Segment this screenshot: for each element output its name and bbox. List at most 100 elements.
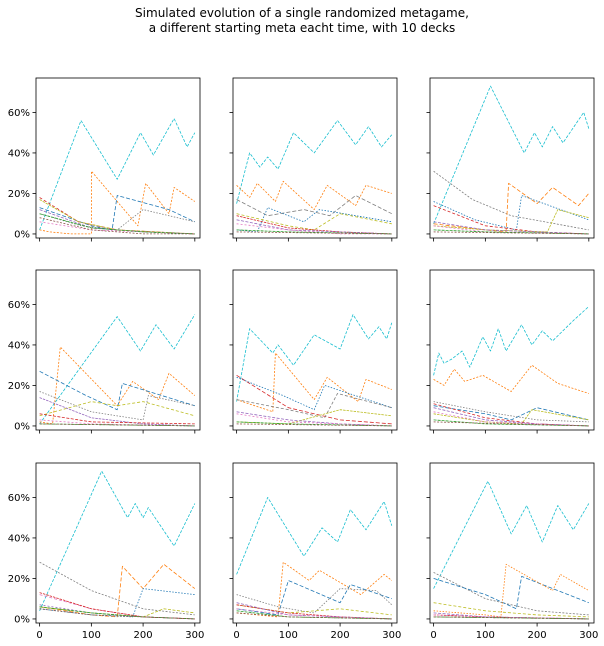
series-line — [236, 352, 392, 413]
series-line — [236, 207, 392, 233]
series-line — [39, 209, 195, 231]
series-line — [433, 364, 589, 394]
subplot-2-3 — [426, 269, 595, 434]
figure-title: Simulated evolution of a single randomiz… — [0, 6, 604, 36]
series-line — [236, 602, 392, 620]
series-line — [39, 209, 195, 235]
series-line — [433, 421, 589, 427]
series-line — [236, 374, 392, 425]
series-line — [433, 401, 589, 423]
series-line — [433, 403, 589, 427]
subplot-2-1: 0% 20% 40% 60% — [8, 269, 201, 434]
series-line — [433, 306, 590, 376]
series-line — [433, 221, 589, 235]
axes-frame — [232, 269, 398, 431]
series-line — [236, 588, 393, 614]
series-line — [236, 120, 393, 204]
series-line — [39, 391, 195, 421]
subplot-3-3: 0 100 200 300 — [426, 462, 598, 641]
series-line — [433, 85, 590, 224]
series-line — [433, 195, 589, 231]
series-line — [39, 608, 195, 620]
y-tick-label: 0% — [14, 229, 30, 240]
y-tick-label: 20% — [8, 189, 30, 200]
series-group — [433, 85, 590, 235]
series-group — [236, 120, 393, 235]
series-line — [236, 496, 393, 575]
x-tick-label: 200 — [331, 630, 350, 641]
series-line — [236, 612, 392, 620]
axes-frame — [35, 462, 201, 624]
series-line — [39, 217, 195, 235]
subplot-1-3 — [426, 77, 595, 242]
figure-title-line-1: Simulated evolution of a single randomiz… — [135, 6, 469, 20]
series-line — [433, 572, 589, 616]
series-line — [236, 604, 392, 616]
series-group — [39, 470, 196, 620]
x-tick-label: 100 — [82, 630, 101, 641]
y-tick-label: 0% — [14, 614, 30, 625]
series-line — [236, 219, 392, 235]
series-line — [236, 223, 392, 235]
series-line — [236, 411, 392, 427]
series-line — [433, 480, 590, 589]
axes-frame — [232, 462, 398, 624]
series-line — [39, 370, 195, 411]
y-tick-label: 60% — [8, 108, 30, 119]
series-line — [236, 413, 392, 427]
x-tick-label: 200 — [528, 630, 547, 641]
x-tick-label: 0 — [233, 630, 239, 641]
y-tick-label: 0% — [14, 421, 30, 432]
series-line — [433, 407, 589, 427]
series-line — [433, 602, 589, 618]
axes-frame — [429, 462, 595, 624]
y-tick-label: 20% — [8, 381, 30, 392]
y-tick-label: 40% — [8, 533, 30, 544]
subplot-3-1: 0% 20% 40% 60% 0 100 200 300 — [8, 462, 204, 641]
axes-frame — [429, 269, 595, 431]
series-line — [39, 423, 195, 427]
series-line — [236, 231, 392, 235]
series-line — [39, 199, 195, 235]
series-line — [39, 470, 196, 611]
axes-frame — [232, 77, 398, 239]
series-line — [236, 314, 393, 402]
series-line — [39, 221, 195, 235]
series-line — [39, 170, 196, 235]
figure-title-line-2: a different starting meta eacht time, wi… — [148, 21, 456, 35]
series-line — [433, 411, 589, 427]
series-line — [39, 118, 196, 231]
series-line — [236, 180, 392, 211]
series-line — [433, 405, 589, 421]
axes-frame — [35, 77, 201, 239]
series-group — [236, 496, 393, 620]
subplot-1-2 — [229, 77, 398, 242]
series-line — [236, 561, 393, 618]
x-tick-label: 300 — [185, 630, 204, 641]
series-group — [433, 480, 590, 620]
series-group — [39, 314, 196, 427]
x-tick-label: 0 — [36, 630, 42, 641]
series-line — [433, 576, 589, 610]
series-line — [39, 401, 195, 417]
series-line — [236, 608, 392, 620]
series-group — [39, 118, 196, 235]
series-group — [236, 314, 393, 427]
series-line — [236, 376, 392, 411]
y-tick-label: 60% — [8, 493, 30, 504]
x-tick-label: 300 — [382, 630, 401, 641]
series-line — [39, 314, 196, 425]
series-line — [236, 580, 392, 616]
subplot-1-1: 0% 20% 40% 60% — [8, 77, 201, 242]
series-line — [433, 231, 589, 235]
subplot-3-2: 0 100 200 300 — [229, 462, 401, 641]
series-line — [433, 612, 589, 620]
series-line — [39, 397, 195, 427]
x-tick-label: 100 — [279, 630, 298, 641]
series-line — [39, 213, 195, 235]
x-tick-label: 200 — [134, 630, 153, 641]
y-tick-label: 40% — [8, 340, 30, 351]
series-line — [236, 423, 392, 427]
series-group — [433, 306, 590, 427]
